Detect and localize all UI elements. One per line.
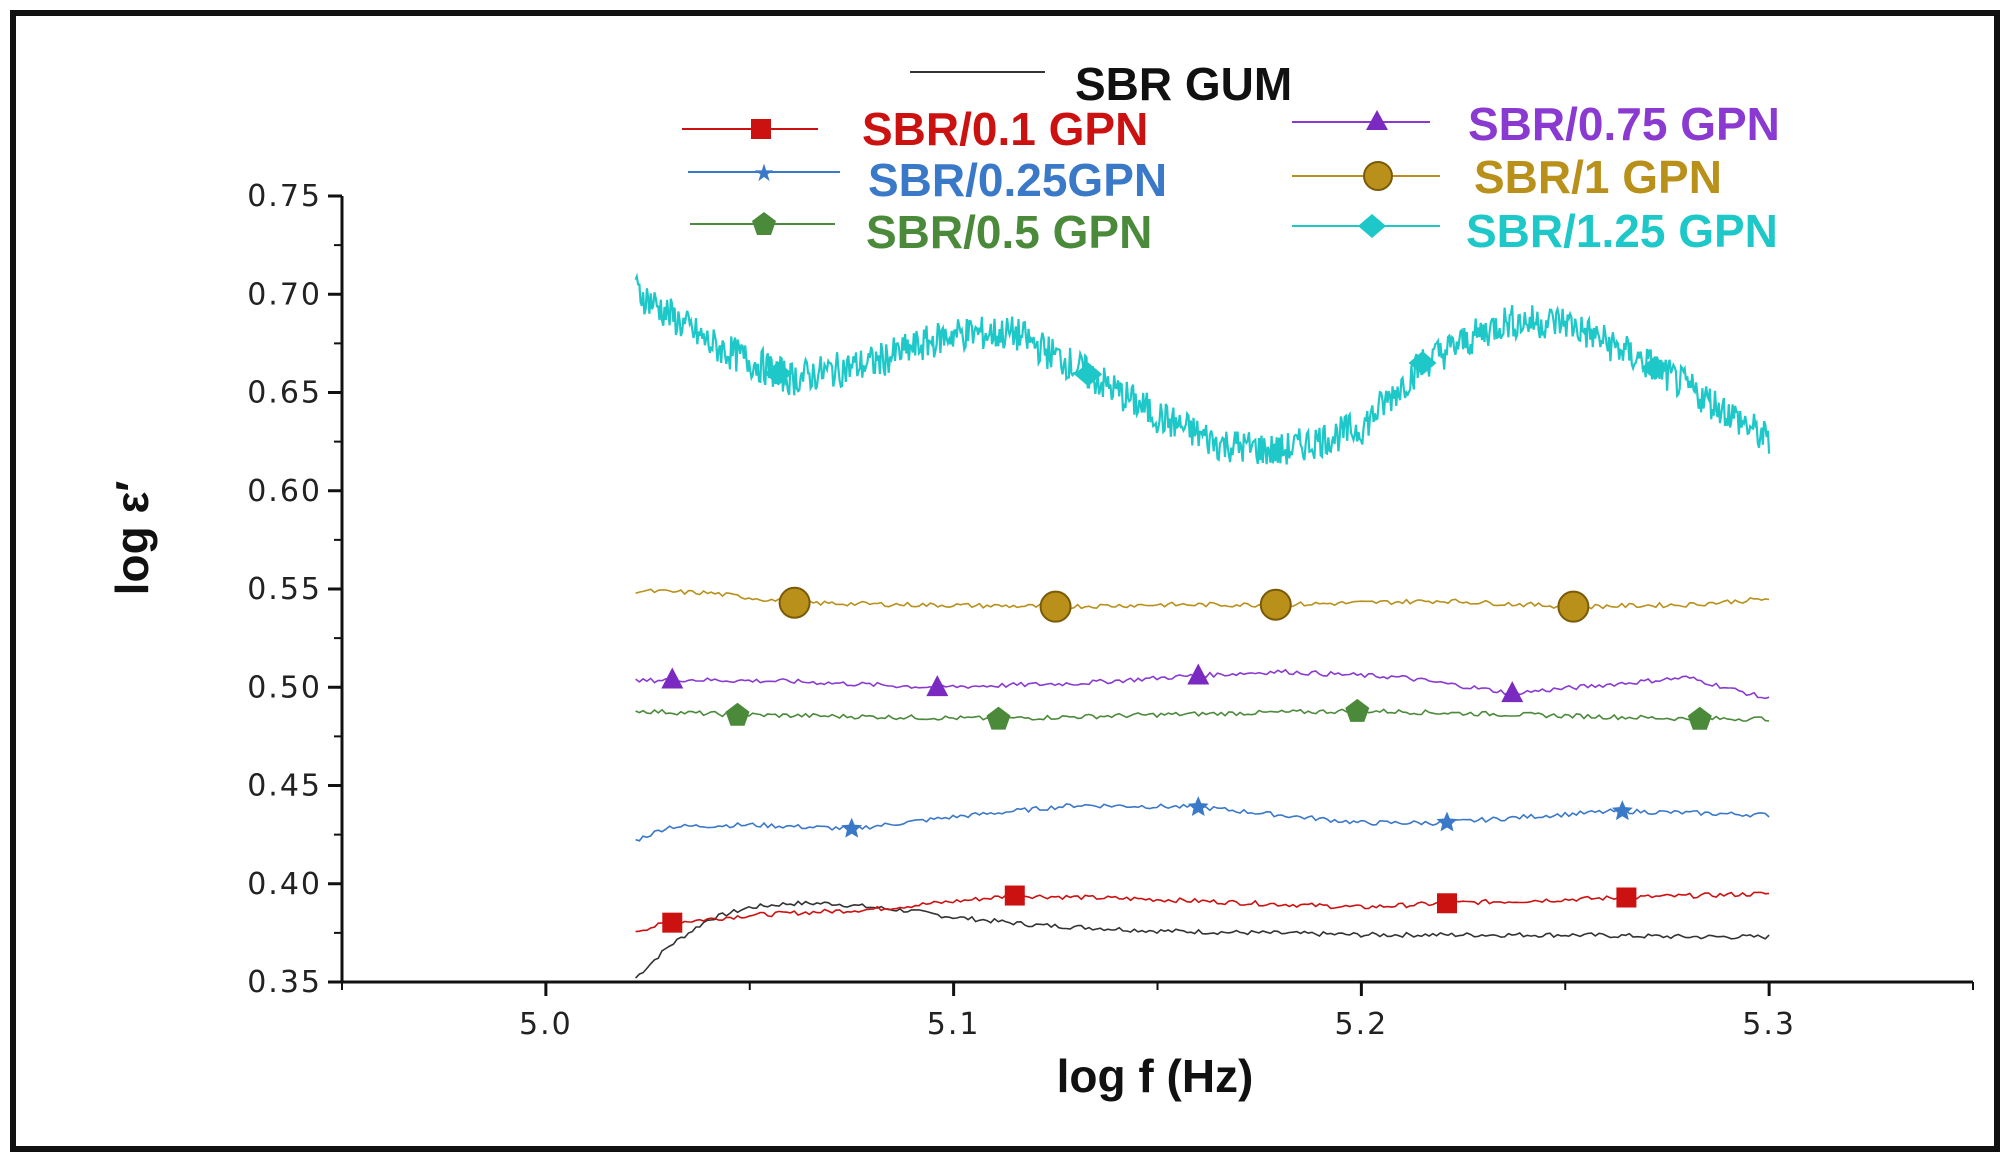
data-marker xyxy=(1616,887,1637,908)
data-marker xyxy=(764,361,793,386)
legend-label-sbr-1.25-gpn: SBR/1.25 GPN xyxy=(1466,205,1778,257)
series-0 xyxy=(635,900,1770,979)
data-marker xyxy=(841,817,863,838)
series-line xyxy=(635,891,1770,933)
y-tick-label: 0.60 xyxy=(247,474,322,509)
series-3 xyxy=(635,698,1770,730)
y-ticks: 0.35 0.40 0.45 0.50 0.55 0.60 0.65 0.70 0.75 xyxy=(247,179,342,1000)
data-marker xyxy=(661,667,684,689)
legend-label-sbr-0.75-gpn: SBR/0.75 GPN xyxy=(1468,98,1780,150)
data-marker xyxy=(1501,681,1524,703)
legend-label-sbr-0.1-gpn: SBR/0.1 GPN xyxy=(862,103,1148,155)
legend-label-sbr-1-gpn: SBR/1 GPN xyxy=(1474,151,1722,203)
legend-label-sbr-0.25gpn: SBR/0.25GPN xyxy=(868,154,1167,206)
legend-marker-diamond-sbr-1.25-gpn xyxy=(1358,214,1386,238)
series-4 xyxy=(635,663,1770,703)
legend-entry-sbr-0.1-gpn: SBR/0.1 GPN xyxy=(682,103,1148,155)
x-tick-label: 5.2 xyxy=(1335,1007,1389,1042)
data-marker xyxy=(1437,893,1458,914)
legend: SBR GUM SBR/0.1 GPN ★ SBR/0.25GPN SBR/0.… xyxy=(682,58,1780,258)
legend-label-sbr-gum: SBR GUM xyxy=(1075,58,1292,110)
series-line xyxy=(635,708,1770,722)
x-tick-label: 5.3 xyxy=(1742,1007,1796,1042)
y-tick-label: 0.50 xyxy=(247,670,322,705)
x-ticks: 5.0 5.1 5.2 5.3 xyxy=(341,982,1974,1042)
data-marker xyxy=(1187,663,1210,685)
y-tick-label: 0.65 xyxy=(247,376,322,411)
y-tick-label: 0.35 xyxy=(247,965,322,1000)
legend-marker-pentagon-sbr-0.5-gpn xyxy=(752,212,776,235)
data-marker xyxy=(1187,796,1209,816)
legend-entry-sbr-0.25gpn: ★ SBR/0.25GPN xyxy=(688,154,1167,206)
y-tick-label: 0.45 xyxy=(247,769,322,804)
data-marker xyxy=(778,586,811,619)
y-axis-title: log ε′ xyxy=(106,481,158,596)
data-marker xyxy=(1345,698,1370,722)
data-marker xyxy=(926,675,949,697)
data-marker xyxy=(1640,355,1669,380)
legend-entry-sbr-gum: SBR GUM xyxy=(910,58,1292,110)
data-marker xyxy=(1687,706,1712,730)
series-5 xyxy=(635,586,1770,623)
y-tick-label: 0.55 xyxy=(247,572,322,607)
series-line xyxy=(635,900,1770,979)
x-axis-title: log f (Hz) xyxy=(1057,1050,1254,1102)
y-tick-label: 0.70 xyxy=(247,277,322,312)
x-tick-label: 5.1 xyxy=(927,1007,981,1042)
legend-entry-sbr-0.75-gpn: SBR/0.75 GPN xyxy=(1292,98,1780,150)
data-marker xyxy=(1259,588,1292,621)
data-marker xyxy=(1074,362,1103,387)
legend-marker-square-sbr-0.1-gpn xyxy=(751,119,771,139)
data-marker xyxy=(1039,590,1072,623)
legend-marker-circle-sbr-1-gpn xyxy=(1363,161,1393,191)
data-marker xyxy=(1436,811,1458,832)
data-marker xyxy=(662,912,683,933)
series-line xyxy=(634,272,1771,465)
data-marker xyxy=(1408,351,1437,376)
data-marker xyxy=(1611,800,1633,821)
legend-entry-sbr-1-gpn: SBR/1 GPN xyxy=(1292,151,1722,203)
data-marker xyxy=(725,702,750,726)
data-marker xyxy=(1004,885,1025,906)
series-1 xyxy=(635,885,1770,933)
plot-area xyxy=(634,272,1771,979)
axes: 0.35 0.40 0.45 0.50 0.55 0.60 0.65 0.70 0.75 5.0… xyxy=(247,179,1974,1042)
series-2 xyxy=(635,796,1770,842)
legend-label-sbr-0.5-gpn: SBR/0.5 GPN xyxy=(866,206,1152,258)
data-marker xyxy=(1557,590,1590,623)
series-6 xyxy=(634,272,1771,465)
legend-entry-sbr-1.25-gpn: SBR/1.25 GPN xyxy=(1292,205,1778,257)
data-marker xyxy=(986,706,1011,730)
legend-entry-sbr-0.5-gpn: SBR/0.5 GPN xyxy=(690,206,1152,258)
y-tick-label: 0.75 xyxy=(247,179,322,214)
legend-marker-triangle-sbr-0.75-gpn xyxy=(1366,110,1388,130)
y-tick-label: 0.40 xyxy=(247,867,322,902)
legend-star-sbr-0.25gpn: ★ xyxy=(753,159,775,187)
x-tick-label: 5.0 xyxy=(519,1007,573,1042)
